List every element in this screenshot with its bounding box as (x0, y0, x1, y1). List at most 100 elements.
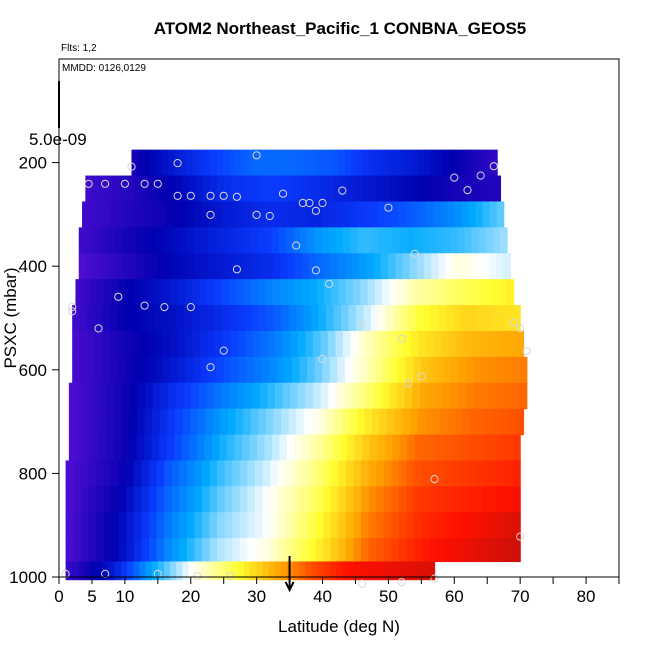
heatmap-cell (114, 408, 123, 436)
heatmap-cell (194, 486, 203, 513)
heatmap-cell (126, 538, 135, 563)
heatmap-cell (216, 149, 224, 177)
heatmap-cell (125, 356, 134, 384)
heatmap-cell (258, 279, 266, 306)
heatmap-cell (264, 227, 273, 254)
heatmap-cell (368, 512, 377, 539)
heatmap-cell (341, 408, 350, 436)
heatmap-cell (479, 175, 488, 203)
heatmap-cell (361, 512, 370, 539)
heatmap-cell (375, 149, 382, 177)
heatmap-cell (363, 149, 370, 177)
heatmap-cell (403, 175, 412, 203)
heatmap-cell (345, 460, 355, 487)
heatmap-cell (91, 408, 100, 436)
heatmap-cell (496, 356, 505, 384)
heatmap-cell (399, 434, 408, 462)
heatmap-cell (100, 253, 109, 280)
observation-points (61, 151, 531, 588)
heatmap-cell (320, 149, 328, 177)
heatmap-cell (330, 486, 339, 513)
heatmap-cell (326, 149, 334, 177)
heatmap-cell (462, 408, 472, 436)
heatmap-cell (152, 201, 160, 228)
y-axis-label: PSXC (mbar) (1, 267, 20, 368)
heatmap-cell (264, 201, 273, 228)
heatmap-cell (489, 512, 499, 539)
heatmap-cell (237, 175, 246, 203)
heatmap-cell (206, 382, 215, 410)
heatmap-cell (73, 460, 82, 487)
heatmap-cell (405, 149, 413, 177)
heatmap-cell (338, 512, 347, 539)
y-tick-label: 200 (19, 154, 47, 173)
heatmap-cell (467, 486, 476, 513)
heatmap-cell (224, 486, 233, 513)
heatmap-cell (489, 201, 498, 228)
heatmap-cell (258, 253, 267, 280)
heatmap-cell (380, 253, 389, 280)
heatmap-cell (340, 305, 350, 332)
heatmap-cell (190, 382, 200, 410)
heatmap-cell (201, 201, 210, 228)
heatmap-cell (221, 227, 230, 254)
heatmap-cell (241, 149, 248, 177)
heatmap-cell (217, 486, 226, 513)
heatmap-cell (410, 175, 418, 203)
heatmap-cell (300, 227, 308, 254)
heatmap-cell (271, 201, 280, 228)
heatmap-cell (148, 538, 158, 563)
heatmap-cell (390, 356, 399, 384)
heatmap-cell (296, 149, 303, 177)
heatmap-cell (309, 279, 318, 306)
heatmap-cell (152, 408, 161, 436)
heatmap-cell (114, 434, 123, 462)
heatmap-cell (382, 279, 391, 306)
heatmap-cell (475, 201, 484, 228)
heatmap-cell (92, 175, 100, 203)
heatmap-cell (180, 201, 189, 228)
heatmap-cell (121, 253, 130, 280)
heatmap-cell (497, 434, 506, 462)
heatmap-cell (192, 279, 201, 306)
heatmap-cell (237, 330, 246, 358)
heatmap-cell (113, 175, 121, 203)
heatmap-cell (308, 149, 315, 177)
heatmap-cell (251, 253, 260, 280)
heatmap-cell (413, 356, 422, 384)
heatmap-cell (369, 434, 378, 462)
heatmap-cell (183, 382, 192, 410)
heatmap-cell (505, 434, 514, 462)
heatmap-cell (244, 382, 253, 410)
heatmap-cell (279, 175, 287, 203)
heatmap-cell (315, 538, 324, 563)
flights-annotation: Flts: 1,2 (61, 43, 97, 54)
heatmap-cell (465, 382, 474, 410)
heatmap-cell (433, 330, 442, 358)
heatmap-cell (65, 486, 74, 513)
heatmap-cell (88, 512, 97, 539)
heatmap-cell (225, 561, 233, 581)
heatmap-cell (277, 486, 286, 513)
heatmap-cell (338, 460, 347, 487)
heatmap-cell (114, 382, 123, 410)
heatmap-cell (143, 149, 151, 177)
heatmap-cell (436, 512, 446, 539)
heatmap-cell (410, 330, 419, 358)
heatmap-cell (90, 561, 97, 581)
heatmap-cell (184, 305, 193, 332)
heatmap-cell (78, 227, 87, 254)
heatmap-cell (227, 408, 237, 436)
heatmap-cell (405, 356, 414, 384)
heatmap-cell (440, 330, 449, 358)
heatmap-cell (157, 561, 165, 581)
heatmap-cell (106, 434, 115, 462)
heatmap-cell (299, 201, 308, 228)
heatmap-cell (343, 382, 352, 410)
heatmap-cell (140, 356, 149, 384)
heatmap-cell (330, 561, 337, 581)
heatmap-cell (429, 434, 439, 462)
heatmap-cell (288, 305, 297, 332)
heatmap-cell (244, 253, 252, 280)
heatmap-cell (489, 538, 499, 563)
